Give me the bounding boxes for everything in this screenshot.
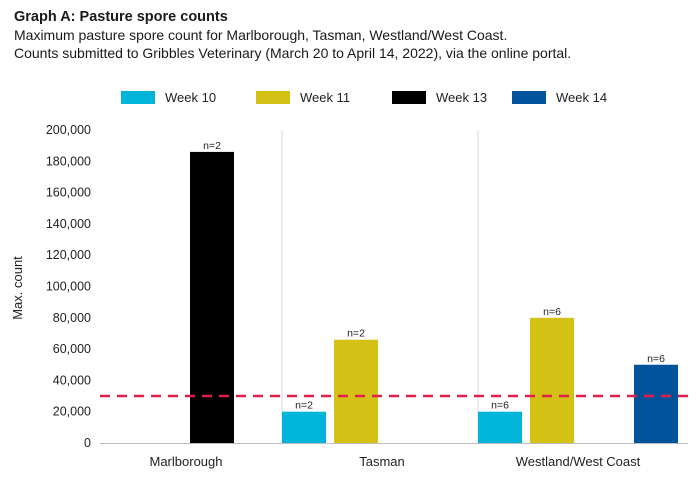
category-separators <box>281 130 479 443</box>
y-tick-label: 200,000 <box>46 123 91 137</box>
y-tick-label: 40,000 <box>53 373 91 387</box>
legend-swatch <box>512 91 546 104</box>
y-tick-label: 140,000 <box>46 217 91 231</box>
chart-header: Graph A: Pasture spore counts Maximum pa… <box>14 8 571 62</box>
chart-subtitle-line-2: Counts submitted to Gribbles Veterinary … <box>14 45 572 61</box>
y-tick-label: 120,000 <box>46 248 91 262</box>
bars: n=2 n=2 n=2 n=6 n=6 n=6 <box>190 140 678 443</box>
x-tick-label: Tasman <box>359 454 405 469</box>
legend-label: Week 14 <box>556 90 607 105</box>
x-tick-label: Westland/West Coast <box>516 454 641 469</box>
legend-swatch <box>121 91 155 104</box>
legend: Week 10 Week 11 Week 13 Week 14 <box>121 90 607 105</box>
legend-swatch <box>392 91 426 104</box>
bar-week-14 <box>634 364 678 443</box>
legend-label: Week 13 <box>436 90 487 105</box>
chart-subtitle-line-1: Maximum pasture spore count for Marlboro… <box>14 27 508 43</box>
y-tick-label: 60,000 <box>53 342 91 356</box>
legend-label: Week 11 <box>300 90 350 105</box>
chart-title: Graph A: Pasture spore counts <box>14 9 228 25</box>
data-label: n=6 <box>491 400 509 412</box>
legend-swatch <box>256 91 290 104</box>
y-tick-label: 20,000 <box>53 405 91 419</box>
bar-week-11 <box>530 317 574 443</box>
data-label: n=2 <box>203 140 221 152</box>
bar-week-10 <box>282 411 326 443</box>
bar-week-11 <box>334 339 378 443</box>
x-tick-label: Marlborough <box>150 454 223 469</box>
y-tick-label: 0 <box>84 436 91 450</box>
bar-week-10 <box>478 411 522 443</box>
data-label: n=6 <box>647 353 665 365</box>
data-label: n=2 <box>347 328 365 340</box>
y-tick-label: 180,000 <box>46 154 91 168</box>
y-axis-label: Max. count <box>10 256 25 320</box>
y-axis: 0 20,000 40,000 60,000 80,000 100,000 120,000 1… <box>46 123 91 450</box>
data-label: n=2 <box>295 400 313 412</box>
y-tick-label: 100,000 <box>46 280 91 294</box>
y-tick-label: 160,000 <box>46 186 91 200</box>
x-axis: Marlborough Tasman Westland/West Coast <box>100 443 688 469</box>
data-label: n=6 <box>543 306 561 318</box>
bar-week-13 <box>190 151 234 443</box>
y-tick-label: 80,000 <box>53 311 91 325</box>
legend-label: Week 10 <box>165 90 216 105</box>
